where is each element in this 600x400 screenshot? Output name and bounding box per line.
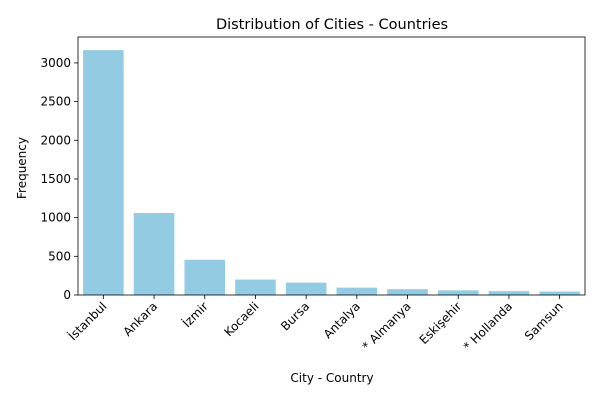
x-tick-label: Kocaeli (222, 299, 262, 339)
y-tick-label: 1500 (40, 172, 71, 186)
bar (387, 289, 428, 295)
x-tick-label: Eskişehir (417, 299, 465, 347)
bars (83, 50, 580, 295)
y-tick-label: 2500 (40, 95, 71, 109)
y-axis: 0 500 1000 1500 2000 2500 3000 (40, 56, 78, 302)
x-tick-label: Samsun (522, 299, 566, 343)
plot-area (77, 36, 586, 296)
x-tick-label: İzmir (179, 298, 211, 330)
x-tick-label: İstanbul (65, 299, 110, 344)
x-tick-label: Bursa (278, 299, 312, 333)
bar (133, 212, 175, 295)
y-tick-label: 3000 (40, 56, 71, 70)
y-axis-label: Frequency (15, 137, 29, 199)
bar (336, 287, 378, 295)
y-tick-label: 0 (63, 288, 71, 302)
x-axis: İstanbul Ankara İzmir Kocaeli Bursa Antalya* … (65, 295, 566, 354)
bar (539, 291, 580, 295)
bar (285, 282, 327, 295)
x-tick-label: * Almanya (360, 299, 414, 353)
bar (437, 290, 479, 295)
chart-title: Distribution of Cities - Countries (216, 17, 448, 33)
bar (488, 291, 530, 295)
x-axis-label: City - Country (290, 371, 373, 385)
y-tick-label: 500 (48, 249, 71, 263)
y-tick-label: 2000 (40, 133, 71, 147)
bar (184, 259, 226, 295)
x-tick-label: Ankara (120, 299, 160, 339)
x-tick-label: * Hollanda (461, 299, 515, 353)
bar (83, 50, 124, 295)
x-tick-label: Antalya (321, 299, 363, 341)
bar (235, 279, 276, 295)
y-tick-label: 1000 (40, 211, 71, 225)
